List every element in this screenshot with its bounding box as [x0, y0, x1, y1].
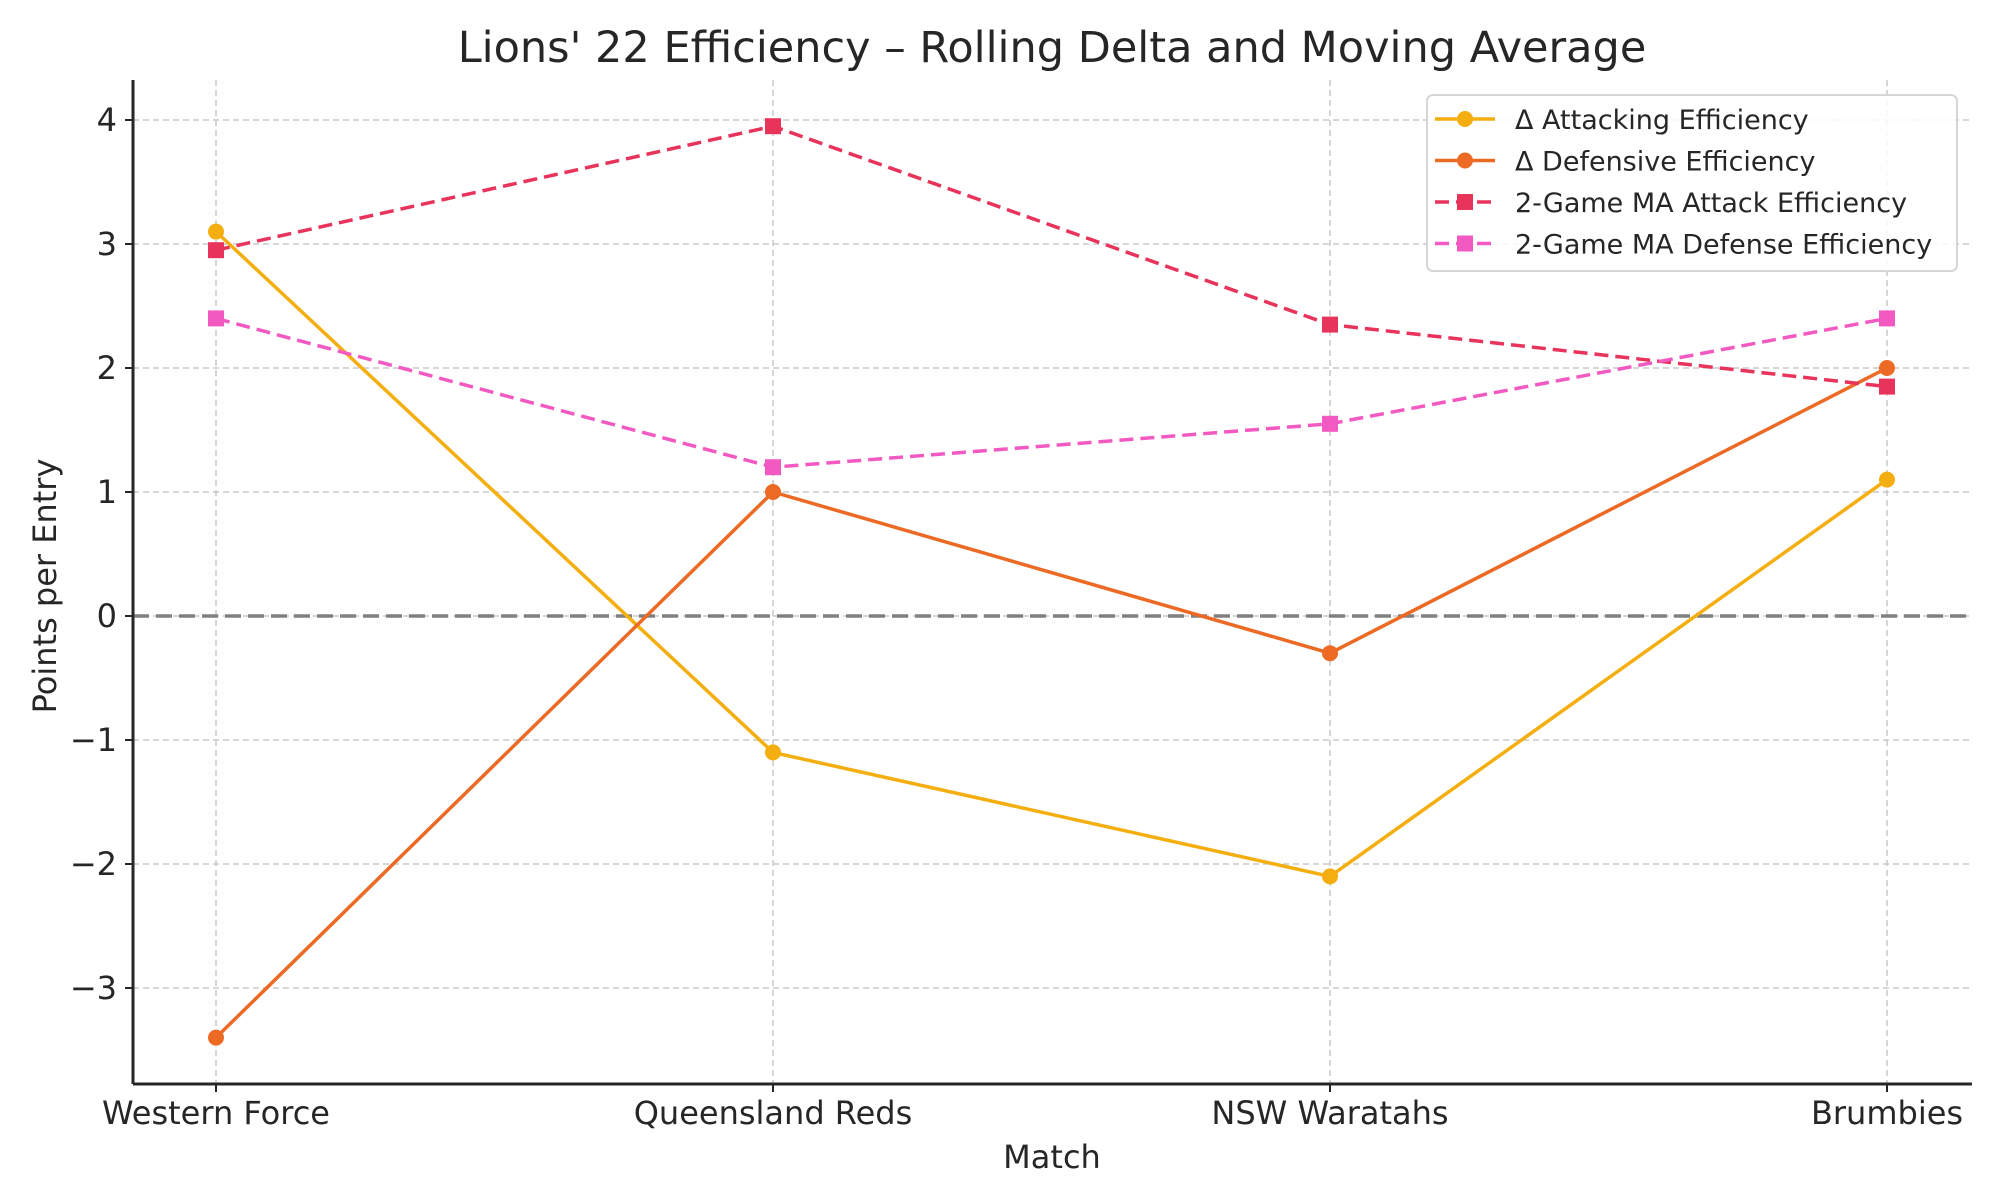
legend: Δ Attacking Efficiency Δ Defensive Effici… [1426, 94, 1958, 272]
y-tick-label: −1 [70, 721, 117, 759]
axes [131, 80, 1972, 1086]
legend-label: 2-Game MA Attack Efficiency [1515, 188, 1907, 219]
x-axis-label: Match [1003, 1138, 1101, 1176]
series-1 [208, 360, 1895, 1046]
legend-marker [1457, 194, 1473, 210]
data-point [1322, 868, 1338, 885]
legend-label: Δ Attacking Efficiency [1515, 105, 1809, 136]
data-point [1322, 415, 1338, 432]
x-tick-label: NSW Waratahs [1211, 1094, 1448, 1132]
data-point [765, 459, 781, 476]
series-3 [208, 310, 1895, 476]
y-tick-label: 0 [97, 597, 117, 635]
legend-frame [1426, 94, 1958, 272]
series-line [214, 230, 1889, 879]
legend-label: 2-Game MA Defense Efficiency [1515, 230, 1932, 261]
series-0 [208, 223, 1895, 885]
series-line [215, 124, 1888, 389]
y-tick-label: 1 [97, 473, 117, 511]
chart-title: Lions' 22 Efficiency – Rolling Delta and… [458, 23, 1647, 73]
legend-label: Δ Defensive Efficiency [1515, 147, 1816, 178]
legend-marker [1457, 111, 1473, 127]
data-point [1879, 471, 1895, 488]
y-tick-label: 4 [97, 101, 117, 139]
y-tick-label: −2 [70, 845, 117, 883]
data-point [208, 1029, 224, 1046]
x-tick-label: Western Force [102, 1094, 330, 1132]
series-2 [208, 118, 1895, 395]
data-point [1322, 645, 1338, 662]
series-line [215, 316, 1888, 469]
data-point [1879, 360, 1895, 376]
y-tick-label: 2 [97, 349, 117, 387]
data-point [1879, 310, 1895, 327]
data-point [208, 223, 224, 240]
x-tick-label: Queensland Reds [634, 1094, 913, 1132]
data-point [1879, 378, 1895, 395]
data-point [765, 118, 781, 135]
data-point [765, 744, 781, 761]
x-tick-label: Brumbies [1811, 1094, 1963, 1132]
legend-marker [1457, 152, 1473, 169]
y-tick-label: 3 [97, 225, 117, 263]
y-axis-ticks: −3 −2 −1 0 1 2 3 4 [70, 101, 133, 1007]
data-point [1322, 316, 1338, 333]
y-axis-label: Points per Entry [26, 459, 64, 714]
data-point [208, 242, 224, 259]
series-line [214, 366, 1888, 1039]
y-tick-label: −3 [70, 969, 117, 1007]
data-point [208, 310, 224, 327]
data-point [765, 484, 781, 500]
legend-marker [1457, 235, 1473, 252]
x-axis-ticks: Western Force Queensland Reds NSW Waratahs… [102, 1084, 1963, 1132]
series-group [208, 118, 1895, 1046]
